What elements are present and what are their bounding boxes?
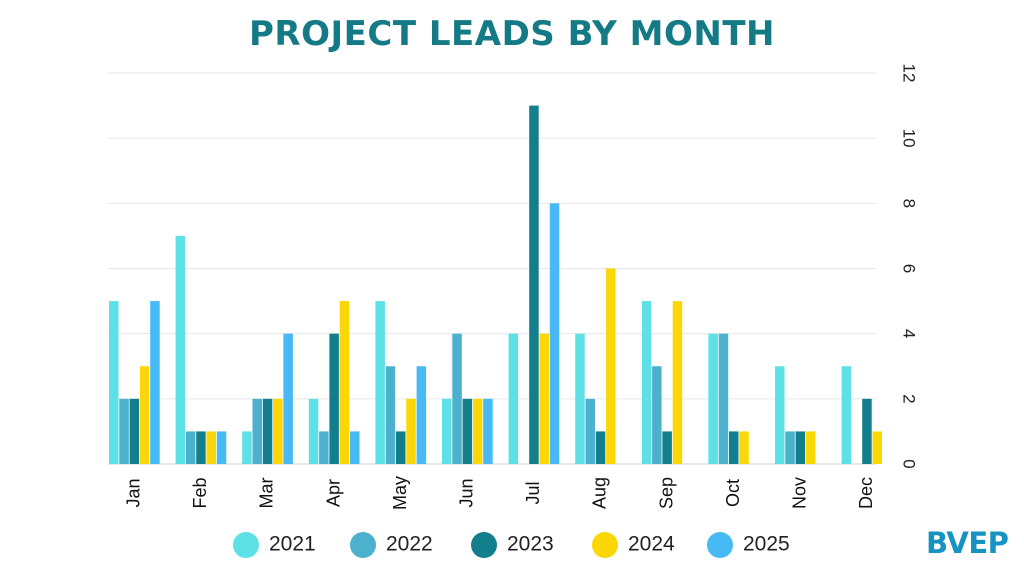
bar-2022-jan <box>119 398 129 464</box>
bar-2021-oct <box>708 333 718 464</box>
x-tick-label: Apr <box>323 479 343 507</box>
bar-2021-apr <box>308 398 319 464</box>
y-tick-label: 6 <box>900 264 919 273</box>
x-tick-label: Jul <box>523 481 543 504</box>
bar-2024-jul <box>539 333 549 464</box>
bar-2023-apr <box>329 333 339 464</box>
axes: 0 2 4 6 8 10 12 Jan Feb Mar Apr May Jun Jul Aug Sep Oct N… <box>124 64 919 510</box>
bar-2023-may <box>396 431 406 464</box>
bar-2021-sep <box>641 301 652 464</box>
bar-2024-may <box>406 398 416 464</box>
bar-2023-oct <box>729 431 739 464</box>
bar-2021-mar <box>242 431 252 464</box>
bar-2021-nov <box>775 366 785 464</box>
bar-2025-jul <box>549 203 560 465</box>
bar-2024-aug <box>606 268 616 464</box>
bar-2023-aug <box>595 431 606 464</box>
x-tick-label: Feb <box>190 477 210 508</box>
bar-2021-jan <box>109 301 119 464</box>
legend-label-2021: 2021 <box>269 533 316 556</box>
y-tick-label: 12 <box>900 64 919 83</box>
bar-2023-feb <box>196 431 206 464</box>
x-tick-label: May <box>390 476 410 510</box>
x-tick-label: Sep <box>656 477 676 509</box>
bar-2022-sep <box>652 366 662 464</box>
bars <box>109 105 882 465</box>
y-tick-label: 10 <box>900 129 919 148</box>
bar-2024-apr <box>339 301 350 464</box>
bar-2022-may <box>385 366 396 464</box>
bar-2024-dec <box>872 431 882 464</box>
y-tick-label: 8 <box>900 199 919 208</box>
x-tick-label: Dec <box>856 477 876 509</box>
legend-marker-2025 <box>707 532 733 558</box>
bar-2025-apr <box>350 431 360 464</box>
y-tick-label: 0 <box>900 459 919 468</box>
bar-2022-aug <box>585 398 595 464</box>
bar-2023-jun <box>462 398 473 464</box>
bar-2024-oct <box>739 431 749 464</box>
bar-2023-jul <box>529 105 539 464</box>
bar-2024-mar <box>273 398 283 464</box>
legend-label-2023: 2023 <box>507 533 554 556</box>
legend-marker-2023 <box>471 532 497 558</box>
legend-marker-2021 <box>233 532 259 558</box>
bar-2024-jan <box>139 366 150 464</box>
bar-2022-apr <box>319 431 329 464</box>
legend-label-2025: 2025 <box>743 533 790 556</box>
x-tick-label: Nov <box>790 477 810 509</box>
bar-2024-jun <box>472 398 483 464</box>
bar-2021-feb <box>175 235 186 464</box>
x-tick-label: Aug <box>590 477 610 509</box>
bar-2022-oct <box>718 333 729 464</box>
bar-2025-may <box>416 366 427 464</box>
legend-label-2022: 2022 <box>386 533 433 556</box>
bar-2025-feb <box>216 431 227 464</box>
bar-2022-jun <box>452 333 462 464</box>
bar-2023-dec <box>862 398 872 464</box>
bar-2024-feb <box>206 431 216 464</box>
bar-2022-feb <box>185 431 196 464</box>
bvep-logo: BVEP <box>926 526 1009 560</box>
y-tick-label: 2 <box>900 394 919 403</box>
bar-2021-aug <box>575 333 585 464</box>
y-tick-label: 4 <box>900 329 919 338</box>
x-tick-label: Jan <box>124 478 144 507</box>
bar-2022-nov <box>785 431 795 464</box>
bar-2021-may <box>375 301 385 464</box>
bar-2021-jun <box>442 398 452 464</box>
bar-2021-jul <box>508 333 519 464</box>
bar-2023-jan <box>129 398 140 464</box>
x-tick-label: Oct <box>723 479 743 507</box>
bar-2025-mar <box>283 333 293 464</box>
chart-title: PROJECT LEADS BY MONTH <box>249 14 775 54</box>
bar-2022-mar <box>252 398 262 464</box>
bar-2023-mar <box>262 398 273 464</box>
bar-2023-nov <box>795 431 806 464</box>
bar-2021-dec <box>841 366 852 464</box>
bar-2025-jun <box>483 398 493 464</box>
legend-marker-2024 <box>592 532 618 558</box>
legend-marker-2022 <box>350 532 376 558</box>
bar-2025-jan <box>150 301 160 464</box>
legend-label-2024: 2024 <box>628 533 675 556</box>
legend: 2021 2022 2023 2024 2025 <box>233 532 790 558</box>
x-tick-label: Mar <box>257 477 277 508</box>
x-tick-label: Jun <box>457 478 477 507</box>
bar-2023-sep <box>662 431 672 464</box>
bar-2024-nov <box>805 431 816 464</box>
bar-2024-sep <box>672 301 683 464</box>
